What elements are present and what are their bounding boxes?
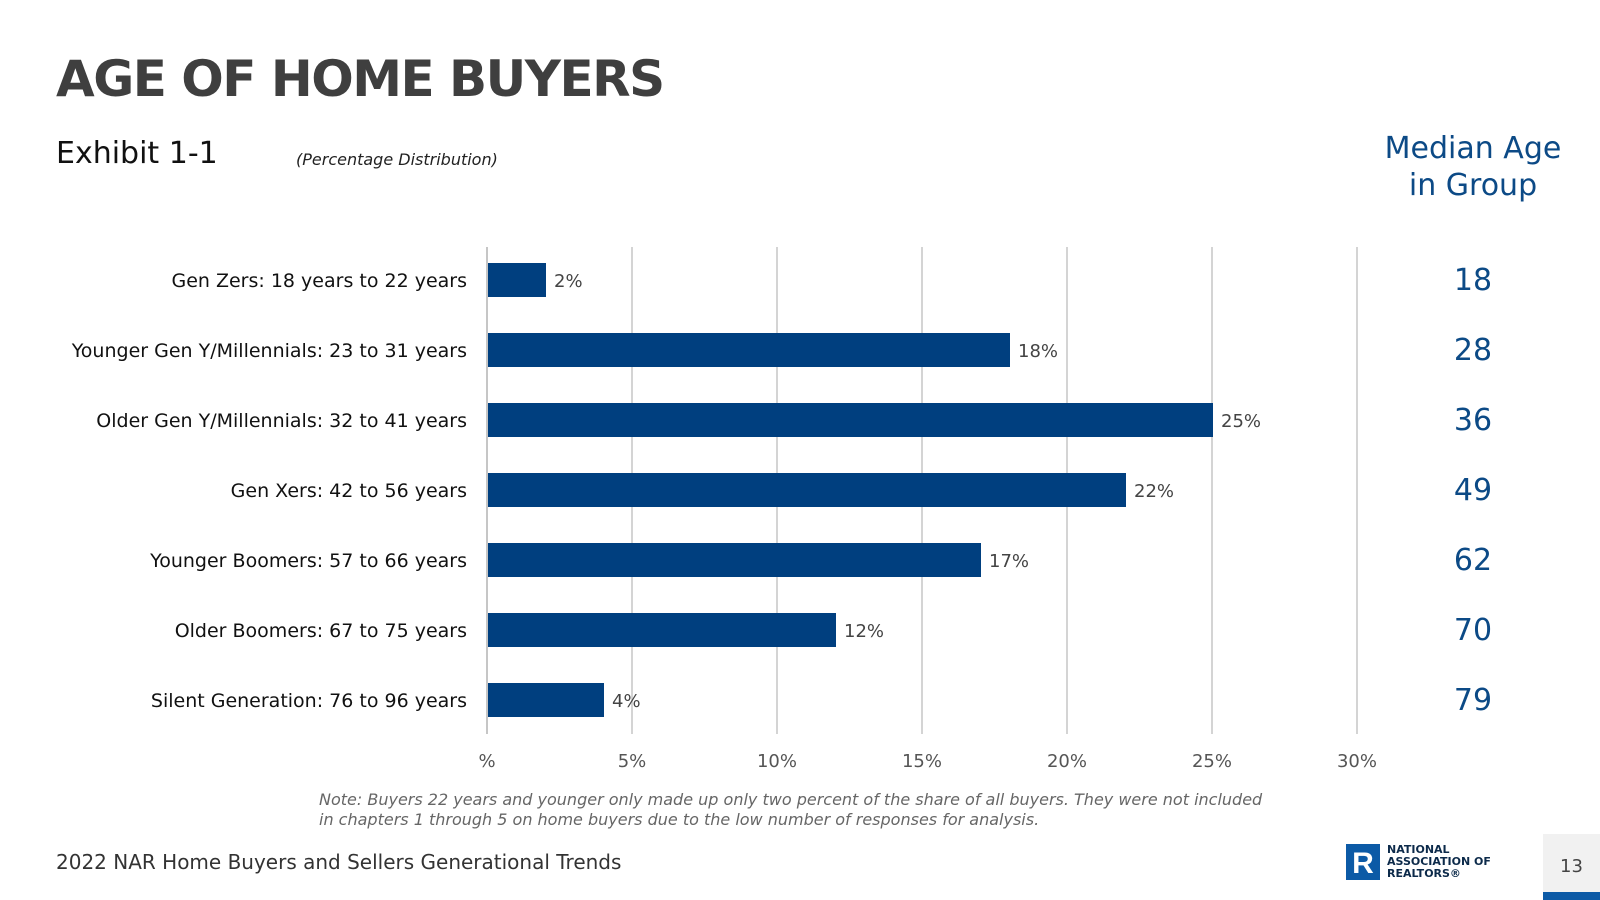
category-label: Younger Gen Y/Millennials: 23 to 31 year… <box>71 340 467 362</box>
nar-logo-mark-letter: R <box>1352 847 1374 880</box>
page-accent-bar <box>1543 892 1600 900</box>
value-label: 2% <box>554 271 583 292</box>
median-age-value: 28 <box>1454 333 1492 368</box>
footer-title: 2022 NAR Home Buyers and Sellers Generat… <box>56 850 622 874</box>
median-age-value: 49 <box>1454 473 1492 508</box>
bar <box>488 613 836 647</box>
bar <box>488 263 546 297</box>
x-tick-label-5: 5% <box>618 751 647 772</box>
x-tick-label-30: 30% <box>1337 751 1377 772</box>
nar-logo-icon: R <box>1346 844 1380 880</box>
median-age-value: 70 <box>1454 613 1492 648</box>
bar <box>488 403 1213 437</box>
category-label: Silent Generation: 76 to 96 years <box>151 690 467 712</box>
median-age-value: 62 <box>1454 543 1492 578</box>
median-age-header: Median Age in Group <box>1360 130 1586 204</box>
logo-line-3: REALTORS® <box>1387 867 1461 880</box>
value-label: 22% <box>1134 481 1174 502</box>
median-age-value: 36 <box>1454 403 1492 438</box>
bar <box>488 543 981 577</box>
logo-line-2: ASSOCIATION OF <box>1387 855 1491 868</box>
x-tick-label-15: 15% <box>902 751 942 772</box>
value-label: 18% <box>1018 341 1058 362</box>
logo-line-1: NATIONAL <box>1387 843 1450 856</box>
x-tick-label-10: 10% <box>757 751 797 772</box>
bar <box>488 333 1010 367</box>
x-tick-label-0: % <box>478 751 495 772</box>
value-label: 17% <box>989 551 1029 572</box>
page-title: AGE OF HOME BUYERS <box>56 50 665 108</box>
x-tick-label-25: 25% <box>1192 751 1232 772</box>
x-tick-label-20: 20% <box>1047 751 1087 772</box>
chart-note: Note: Buyers 22 years and younger only m… <box>319 790 1299 830</box>
category-label: Older Gen Y/Millennials: 32 to 41 years <box>96 410 467 432</box>
median-age-value: 18 <box>1454 263 1492 298</box>
value-label: 4% <box>612 691 641 712</box>
value-label: 12% <box>844 621 884 642</box>
median-age-header-line1: Median Age <box>1384 131 1562 166</box>
exhibit-label: Exhibit 1-1 <box>56 136 218 171</box>
nar-logo-text: NATIONAL ASSOCIATION OF REALTORS® <box>1387 844 1491 880</box>
note-line-2: in chapters 1 through 5 on home buyers d… <box>319 810 1040 829</box>
category-label: Gen Zers: 18 years to 22 years <box>171 270 467 292</box>
category-label: Younger Boomers: 57 to 66 years <box>149 550 467 572</box>
category-label: Gen Xers: 42 to 56 years <box>231 480 467 502</box>
category-label: Older Boomers: 67 to 75 years <box>175 620 467 642</box>
page-number-box: 13 <box>1543 834 1600 900</box>
bar <box>488 473 1126 507</box>
chart-subtitle: (Percentage Distribution) <box>296 150 498 169</box>
nar-logo: R NATIONAL ASSOCIATION OF REALTORS® <box>1346 844 1491 880</box>
median-age-header-line2: in Group <box>1408 168 1538 203</box>
value-label: 25% <box>1221 411 1261 432</box>
median-age-value: 79 <box>1454 683 1492 718</box>
note-line-1: Note: Buyers 22 years and younger only m… <box>319 790 1263 809</box>
page-number: 13 <box>1560 856 1583 877</box>
bar <box>488 683 604 717</box>
